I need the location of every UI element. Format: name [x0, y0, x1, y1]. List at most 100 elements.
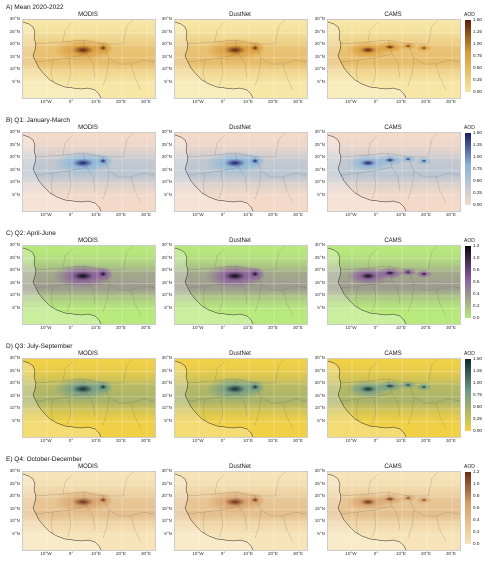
lon-tick-label: 30°E [445, 325, 456, 330]
lat-tick-label: 25°N [314, 254, 325, 260]
lon-tick-label: 30°E [292, 212, 303, 217]
aod-hotspot [245, 493, 265, 507]
lat-tick-label: 25°N [314, 28, 325, 34]
country-border [82, 152, 96, 192]
colorbar-tick-label: 0.2 [473, 529, 480, 534]
lon-tick-label: 10°W [192, 99, 204, 104]
country-border [367, 247, 379, 269]
colorbar-tick-label: 0.2 [473, 303, 480, 308]
lon-tick-label: 20°E [267, 212, 278, 217]
lon-tick-label: 30°E [140, 325, 151, 330]
coastline [23, 473, 102, 550]
ocean [175, 474, 253, 550]
colorbar [465, 472, 471, 544]
country-border [102, 382, 155, 404]
lat-tick-label: 20°N [314, 493, 325, 498]
coastline [175, 247, 254, 324]
country-border [214, 21, 226, 43]
lat-tick-label: 15°N [314, 166, 325, 172]
lat-tick-label: 20°N [9, 380, 20, 385]
lon-tick-label: 10°E [242, 99, 253, 104]
country-border [234, 491, 248, 531]
colorbar-tick-label: 0.00 [473, 89, 482, 94]
aod-map [22, 358, 156, 438]
lat-tick-label: 30°N [314, 16, 325, 21]
map-canvas [175, 20, 307, 98]
colorbar-tick-label: 0.8 [473, 493, 480, 498]
country-border [367, 360, 379, 382]
country-border [427, 246, 439, 271]
aod-hotspot [245, 154, 265, 168]
country-border [187, 279, 240, 289]
country-border [102, 495, 155, 517]
country-border [122, 133, 134, 158]
country-border [102, 509, 110, 539]
dust-band [328, 20, 460, 98]
country-border [407, 396, 415, 426]
panel-title: CAMS [384, 12, 402, 18]
colorbar-tick-label: 0.75 [473, 166, 482, 171]
map-canvas [175, 359, 307, 437]
lon-tick-label: 10°E [395, 99, 406, 104]
colorbar [465, 359, 471, 431]
lon-tick-label: 30°E [445, 212, 456, 217]
country-border [427, 359, 439, 384]
lon-tick-label: 10°W [345, 438, 357, 443]
lat-tick-label: 15°N [314, 505, 325, 511]
country-border [355, 172, 359, 196]
lat-tick-label: 30°N [9, 129, 20, 134]
country-border [254, 43, 307, 65]
ocean [175, 135, 253, 211]
figure-row: B) Q1: January-March MODIS 30°N 25°N 20°N 15°… [0, 117, 485, 230]
country-border [62, 247, 74, 269]
country-border [435, 289, 447, 317]
panel-title: DustNet [229, 464, 251, 470]
country-border [66, 57, 72, 87]
colorbar-tick-label: 1.0 [473, 481, 480, 486]
coastline [23, 247, 102, 324]
map-canvas [175, 472, 307, 550]
lon-tick-label: 10°E [395, 325, 406, 330]
lon-tick-label: 0° [220, 325, 226, 330]
aod-hotspot [416, 44, 432, 52]
panel-title: CAMS [384, 125, 402, 131]
lon-tick-label: 10°E [90, 551, 101, 556]
lat-tick-label: 20°N [9, 41, 20, 46]
colorbar-tick-label: 0.75 [473, 53, 482, 58]
aod-map [22, 19, 156, 99]
country-border [340, 166, 393, 176]
map-canvas [23, 359, 155, 437]
lat-tick-label: 10°N [9, 405, 20, 410]
panel-title: CAMS [384, 351, 402, 357]
lat-tick-label: 30°N [314, 355, 325, 360]
coastline [328, 360, 407, 437]
lat-tick-label: 10°N [9, 179, 20, 184]
coastline [23, 360, 102, 437]
lon-tick-label: 10°W [192, 438, 204, 443]
lat-tick-label: 5°N [164, 530, 172, 536]
lat-tick-label: 30°N [161, 242, 172, 247]
lat-tick-label: 20°N [161, 154, 172, 159]
lat-tick-label: 10°N [9, 292, 20, 297]
lon-tick-label: 30°E [292, 438, 303, 443]
country-border [50, 59, 54, 83]
lon-tick-label: 0° [68, 438, 74, 443]
country-border [122, 20, 134, 45]
lon-tick-label: 0° [373, 99, 379, 104]
country-border [234, 39, 248, 79]
colorbar-tick-label: 0.50 [473, 404, 482, 409]
country-border [387, 265, 401, 305]
lon-tick-label: 0° [373, 551, 379, 556]
aod-hotspot [399, 155, 417, 163]
lon-tick-label: 30°E [292, 325, 303, 330]
lat-tick-label: 30°N [9, 355, 20, 360]
country-border [274, 20, 286, 45]
lon-tick-label: 20°E [115, 212, 126, 217]
country-border [274, 359, 286, 384]
country-border [407, 156, 460, 178]
colorbar-tick-label: 0.25 [473, 77, 482, 82]
coastline [175, 21, 254, 98]
colorbar-tick-label: 0.00 [473, 428, 482, 433]
row-title: D) Q3: July-September [6, 343, 73, 350]
country-border [234, 265, 248, 305]
